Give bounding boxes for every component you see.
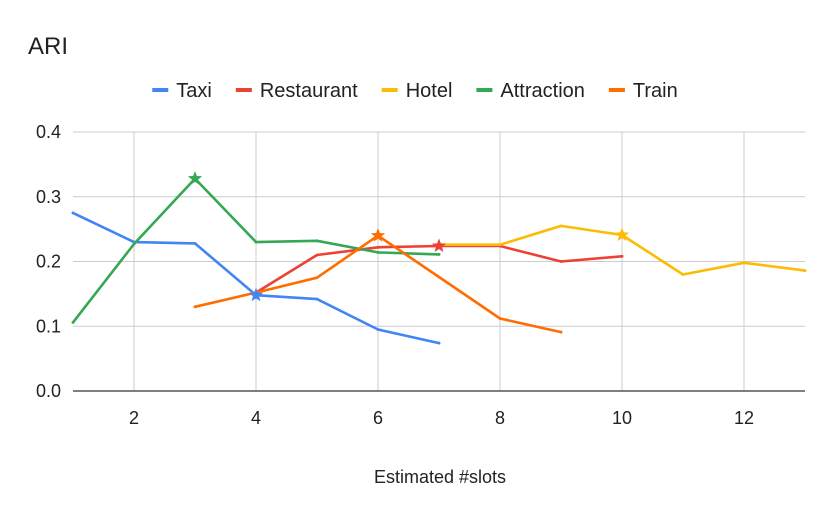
data-point-restaurant: [376, 245, 380, 249]
data-point-attraction: [315, 239, 319, 243]
data-point-restaurant: [559, 260, 563, 263]
x-axis-label: Estimated #slots: [374, 467, 506, 487]
data-point-taxi: [376, 328, 380, 331]
legend-label-taxi: Taxi: [176, 80, 212, 102]
x-tick-label: 12: [734, 408, 754, 428]
legend-swatch-taxi: [152, 88, 169, 92]
y-tick-label: 0.3: [36, 187, 61, 207]
data-point-attraction: [437, 252, 441, 256]
data-point-train: [498, 317, 502, 320]
legend-swatch-hotel: [381, 88, 398, 92]
data-point-attraction: [254, 240, 258, 244]
data-point-restaurant: [620, 254, 624, 258]
star-marker-train: [370, 228, 386, 242]
chart-title: ARI: [28, 33, 68, 60]
legend-swatch-attraction: [476, 88, 493, 92]
star-marker-taxi: [248, 287, 264, 302]
data-point-hotel: [742, 261, 746, 265]
star-marker-hotel: [614, 227, 630, 242]
legend-swatch-restaurant: [235, 88, 252, 92]
series-lines: [71, 177, 807, 345]
series-markers: [187, 171, 630, 302]
data-point-restaurant: [315, 253, 319, 257]
data-point-hotel: [803, 269, 807, 272]
y-tick-label: 0.4: [36, 122, 61, 142]
y-axis-ticks: 0.0 0.1 0.2 0.3 0.4: [36, 122, 61, 401]
data-point-train: [559, 330, 563, 334]
legend-swatch-train: [608, 88, 625, 92]
x-tick-label: 2: [129, 408, 139, 428]
legend-label-restaurant: Restaurant: [260, 80, 358, 102]
x-tick-label: 10: [612, 408, 632, 428]
data-point-hotel: [681, 273, 685, 276]
x-axis-ticks: 2 4 6 8 10 12: [129, 408, 754, 428]
y-tick-label: 0.0: [36, 381, 61, 401]
data-point-attraction: [376, 251, 380, 254]
data-point-taxi: [315, 297, 319, 301]
x-tick-label: 6: [373, 408, 383, 428]
data-point-train: [315, 276, 319, 280]
data-point-train: [193, 305, 197, 309]
star-marker-restaurant: [431, 238, 447, 253]
legend-label-attraction: Attraction: [500, 80, 584, 102]
legend-label-train: Train: [633, 80, 678, 102]
x-tick-label: 4: [251, 408, 261, 428]
star-marker-attraction: [187, 171, 203, 185]
data-point-train: [437, 275, 441, 279]
data-point-taxi: [437, 341, 441, 345]
legend-label-hotel: Hotel: [406, 80, 453, 102]
data-point-attraction: [71, 320, 75, 324]
legend: Taxi Restaurant Hotel Attraction Train: [152, 80, 678, 102]
grid-lines: [73, 131, 805, 392]
y-tick-label: 0.2: [36, 252, 61, 272]
data-point-hotel: [559, 224, 563, 228]
data-point-attraction: [132, 242, 136, 246]
y-tick-label: 0.1: [36, 316, 61, 336]
data-point-hotel: [498, 243, 502, 247]
data-point-taxi: [193, 241, 197, 245]
data-point-taxi: [71, 211, 75, 215]
x-tick-label: 8: [495, 408, 505, 428]
